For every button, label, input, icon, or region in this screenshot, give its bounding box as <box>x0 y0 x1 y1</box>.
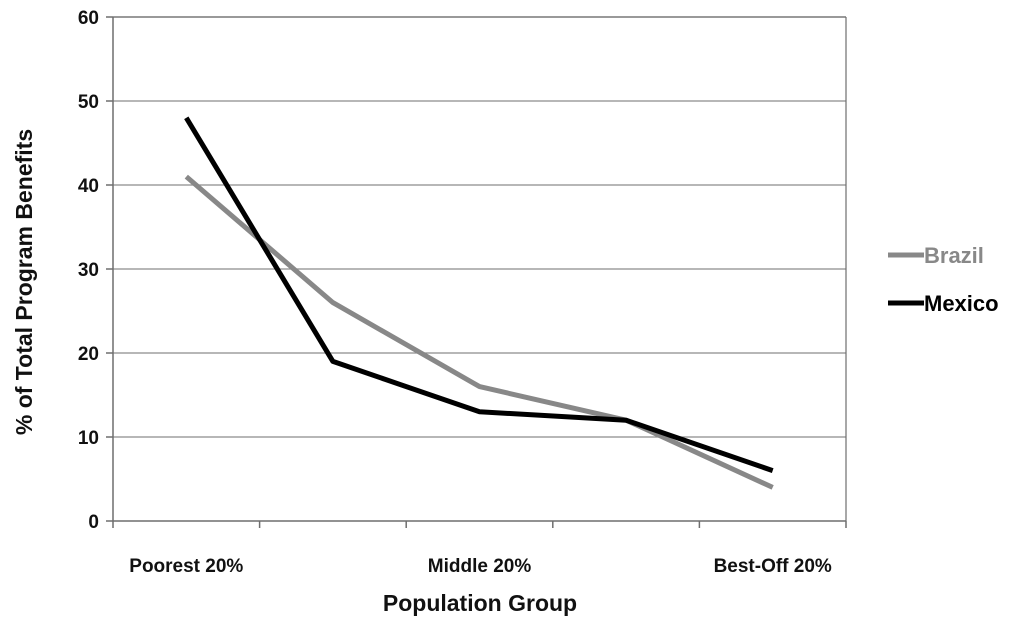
y-tick-label: 40 <box>78 176 99 197</box>
series-line-brazil <box>184 174 774 490</box>
y-axis-title: % of Total Program Benefits <box>11 129 37 435</box>
legend-label-brazil: Brazil <box>924 243 984 268</box>
legend-label-mexico: Mexico <box>924 291 999 316</box>
legend: Brazil Mexico <box>888 243 999 316</box>
y-tick-labels: 0 10 20 30 40 50 60 <box>78 8 99 533</box>
x-axis-title: Population Group <box>383 590 577 616</box>
y-tick-label: 50 <box>78 92 99 113</box>
axes <box>106 16 847 528</box>
y-tick-label: 0 <box>88 512 99 533</box>
y-tick-label: 10 <box>78 428 99 449</box>
series-line-mexico <box>184 116 774 473</box>
x-tick-label: Middle 20% <box>428 556 532 577</box>
y-tick-label: 30 <box>78 260 99 281</box>
y-tick-label: 60 <box>78 8 99 29</box>
x-tick-label: Poorest 20% <box>129 556 243 577</box>
x-tick-labels: Poorest 20% Middle 20% Best-Off 20% <box>129 556 832 577</box>
y-tick-label: 20 <box>78 344 99 365</box>
x-tick-label: Best-Off 20% <box>714 556 832 577</box>
gridlines <box>113 16 846 438</box>
series-lines <box>184 116 774 490</box>
